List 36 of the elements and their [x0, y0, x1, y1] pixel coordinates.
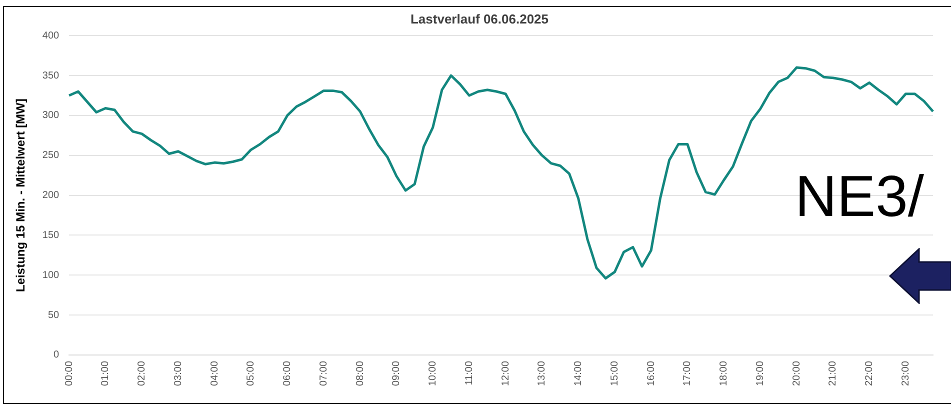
y-tick-label: 250 — [42, 150, 60, 162]
y-tick-label: 50 — [48, 310, 60, 321]
y-tick-label: 200 — [42, 190, 60, 202]
x-tick-label: 07:00 — [318, 360, 330, 386]
y-tick-label: 300 — [42, 110, 60, 122]
y-tick-label: 350 — [42, 70, 60, 82]
x-tick-label: 10:00 — [428, 360, 439, 386]
x-tick-label: 13:00 — [536, 360, 548, 386]
x-tick-label: 16:00 — [646, 360, 657, 386]
x-tick-label: 23:00 — [900, 360, 912, 386]
y-tick-label: 150 — [42, 230, 60, 241]
x-tick-label: 21:00 — [828, 360, 839, 386]
x-tick-label: 09:00 — [391, 360, 402, 386]
x-tick-label: 19:00 — [754, 360, 766, 386]
x-tick-label: 04:00 — [209, 360, 220, 386]
x-tick-label: 02:00 — [136, 360, 148, 386]
y-axis-title: Leistung 15 Min. - Mittelwert [MW] — [14, 98, 28, 292]
x-tick-label: 00:00 — [64, 360, 75, 386]
x-tick-label: 05:00 — [246, 360, 257, 386]
x-tick-label: 08:00 — [354, 360, 366, 386]
x-tick-label: 17:00 — [682, 360, 694, 386]
annotation: NE3/ — [795, 164, 924, 229]
x-tick-label: 14:00 — [573, 360, 584, 386]
y-tick-label: 0 — [54, 350, 60, 361]
y-tick-label: 100 — [42, 270, 60, 281]
x-tick-label: 18:00 — [718, 360, 730, 386]
x-tick-label: 22:00 — [864, 360, 876, 386]
y-tick-label: 400 — [42, 30, 60, 42]
x-tick-label: 20:00 — [791, 360, 802, 386]
x-tick-label: 11:00 — [464, 360, 475, 386]
x-tick-label: 06:00 — [282, 360, 294, 386]
x-tick-label: 01:00 — [100, 360, 112, 386]
x-tick-label: 15:00 — [609, 360, 620, 386]
x-tick-label: 03:00 — [172, 360, 184, 386]
chart-title: Lastverlauf 06.06.2025 — [410, 11, 549, 26]
x-tick-label: 12:00 — [500, 360, 512, 386]
